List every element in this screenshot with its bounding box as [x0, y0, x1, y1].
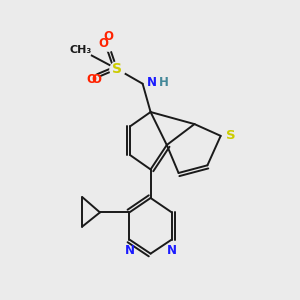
Text: CH₃: CH₃ — [70, 45, 92, 55]
Point — [106, 41, 111, 46]
Text: O: O — [91, 74, 101, 86]
Text: S: S — [112, 62, 122, 76]
Point — [89, 77, 94, 82]
Point — [79, 47, 83, 52]
Point — [106, 41, 111, 46]
Text: N: N — [147, 76, 157, 89]
Text: O: O — [86, 74, 96, 86]
Text: H: H — [159, 76, 169, 89]
Text: N: N — [167, 244, 177, 257]
Text: S: S — [226, 129, 236, 142]
Point — [89, 77, 94, 82]
Point — [115, 67, 119, 71]
Text: O: O — [103, 30, 113, 44]
Text: N: N — [124, 244, 134, 257]
Text: O: O — [98, 37, 108, 50]
